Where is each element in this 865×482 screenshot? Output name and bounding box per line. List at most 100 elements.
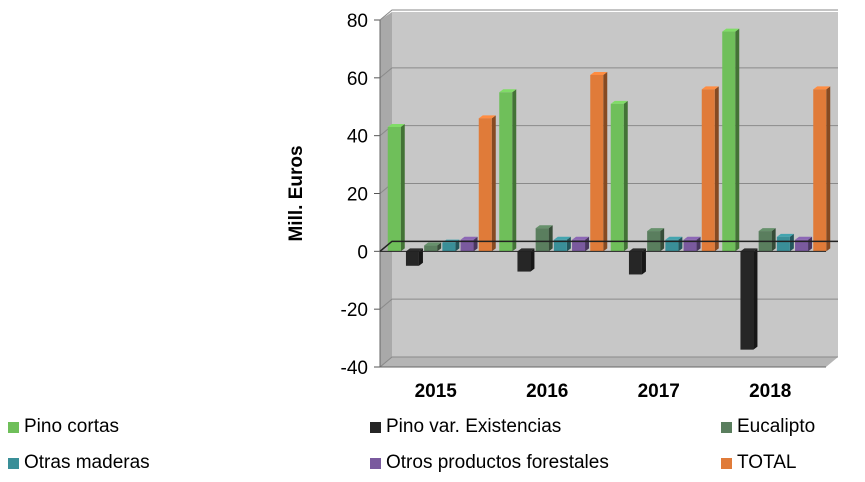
bar-front: [590, 74, 604, 252]
bar-front: [460, 239, 474, 252]
bar-side: [512, 89, 517, 252]
bar: [535, 225, 553, 252]
bar-side: [473, 236, 478, 252]
gridline: [379, 356, 838, 368]
gridline: [379, 298, 838, 310]
legend-label: Pino cortas: [24, 416, 120, 437]
legend-swatch: [370, 457, 381, 469]
legend-swatch: [370, 421, 381, 433]
bar-side: [641, 248, 646, 275]
bar-front: [517, 251, 531, 272]
bar-top: [683, 236, 701, 240]
bar: [758, 228, 776, 252]
bar-front: [776, 236, 790, 252]
bar: [517, 248, 535, 272]
bar-front: [628, 251, 642, 275]
y-tick-label: -20: [341, 300, 368, 321]
bar: [405, 248, 423, 266]
bar-front: [499, 92, 513, 252]
bar-top: [647, 228, 665, 232]
legend-swatch: [721, 457, 732, 469]
y-tick-label: 0: [357, 242, 368, 263]
bar-front: [683, 239, 697, 252]
legend-label: Otros productos forestales: [386, 452, 609, 473]
legend-label: Otras maderas: [24, 452, 150, 473]
bar: [722, 28, 740, 252]
bar-top: [478, 115, 496, 119]
bar-front: [535, 228, 549, 252]
bar-side: [623, 100, 628, 252]
bar-front: [740, 251, 754, 350]
y-axis-label: Mill. Euros: [286, 145, 307, 241]
bar: [424, 242, 442, 252]
bar-side: [418, 248, 423, 266]
bar-side: [714, 86, 719, 252]
bar: [590, 71, 608, 252]
bar-top: [405, 248, 423, 252]
bar-top: [740, 248, 758, 252]
legend-swatch: [721, 421, 732, 433]
bar-side: [491, 115, 496, 252]
bar-side: [696, 236, 701, 252]
y-tick-label: 60: [347, 69, 368, 90]
bar-top: [553, 236, 571, 240]
bar-top: [590, 71, 608, 75]
legend-item: Otras maderas: [8, 452, 150, 474]
bar-side: [566, 236, 571, 252]
bar-front: [610, 103, 624, 252]
bar-front: [665, 239, 679, 252]
bar-top: [776, 233, 794, 237]
bar-front: [442, 242, 456, 252]
bar-top: [758, 228, 776, 232]
bar-side: [455, 239, 460, 252]
bar: [683, 236, 701, 252]
bar-side: [585, 236, 590, 252]
bar-top: [610, 100, 628, 104]
bar: [460, 236, 478, 252]
x-tick-label: 2015: [415, 381, 458, 402]
plot-side-wall: [380, 12, 392, 367]
bar-top: [722, 28, 740, 32]
bar: [665, 236, 683, 252]
bar: [610, 100, 628, 252]
bar-top: [424, 242, 442, 246]
bar-side: [789, 233, 794, 252]
bar-side: [548, 225, 553, 252]
bar-front: [795, 239, 809, 252]
bar-side: [678, 236, 683, 252]
x-tick-label: 2018: [749, 381, 791, 402]
bar-front: [387, 126, 401, 252]
legend-item: Pino var. Existencias: [370, 416, 561, 438]
bar: [647, 228, 665, 252]
bar-top: [572, 236, 590, 240]
legend-label: TOTAL: [737, 452, 797, 473]
bar: [740, 248, 758, 350]
bar-front: [553, 239, 567, 252]
bar-top: [795, 236, 813, 240]
bar-front: [478, 118, 492, 252]
bar: [776, 233, 794, 252]
bar: [553, 236, 571, 252]
legend-label: Pino var. Existencias: [386, 416, 562, 437]
y-tick-label: 80: [347, 11, 368, 32]
bar-side: [753, 248, 758, 350]
bar: [387, 123, 405, 252]
bar-top: [499, 89, 517, 93]
bar-top: [460, 236, 478, 240]
bar-side: [400, 123, 405, 252]
bar-side: [437, 242, 442, 252]
legend-item: Pino cortas: [8, 416, 119, 438]
bar-side: [530, 248, 535, 272]
bar-front: [701, 89, 715, 252]
bar-front: [813, 89, 827, 252]
bar: [701, 86, 719, 252]
bar-top: [813, 86, 831, 90]
legend-swatch: [8, 421, 19, 433]
legend-item: Otros productos forestales: [370, 452, 609, 474]
bar-chart: 80 60 40 20 0 -20 -40 2015 2016 2017 2018 Mill. Eur…: [286, 9, 838, 402]
y-tick-label: 40: [347, 127, 368, 148]
legend-item: TOTAL: [721, 452, 796, 474]
bar-top: [387, 123, 405, 127]
bar-side: [660, 228, 665, 252]
bar-side: [735, 28, 740, 252]
